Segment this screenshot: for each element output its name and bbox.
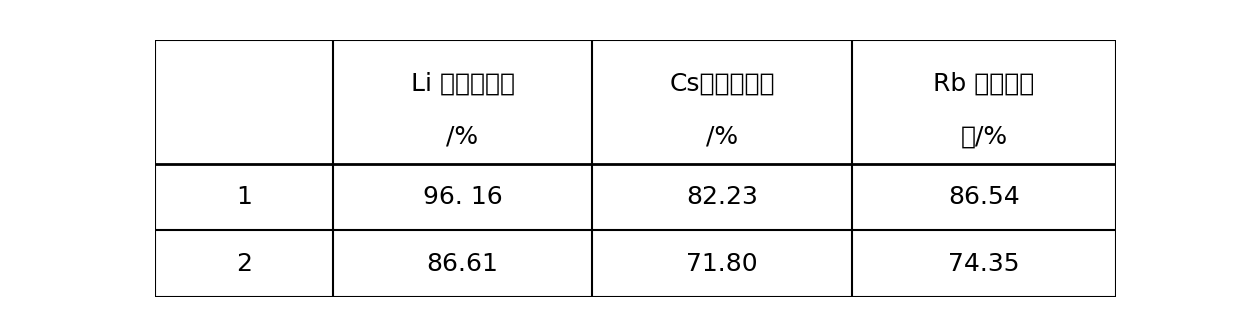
- Text: Rb 提取浸出: Rb 提取浸出: [934, 71, 1034, 95]
- Text: 2: 2: [236, 252, 252, 276]
- Text: 96. 16: 96. 16: [423, 185, 502, 209]
- Text: /%: /%: [446, 124, 479, 148]
- Text: 74.35: 74.35: [949, 252, 1019, 276]
- Text: 86.61: 86.61: [427, 252, 498, 276]
- Text: 率/%: 率/%: [960, 124, 1007, 148]
- Text: 71.80: 71.80: [686, 252, 758, 276]
- Text: /%: /%: [706, 124, 738, 148]
- Text: Cs提取浸出率: Cs提取浸出率: [670, 71, 775, 95]
- Text: 82.23: 82.23: [686, 185, 758, 209]
- Text: 1: 1: [236, 185, 252, 209]
- Text: Li 提取浸出率: Li 提取浸出率: [410, 71, 515, 95]
- Text: 86.54: 86.54: [949, 185, 1019, 209]
